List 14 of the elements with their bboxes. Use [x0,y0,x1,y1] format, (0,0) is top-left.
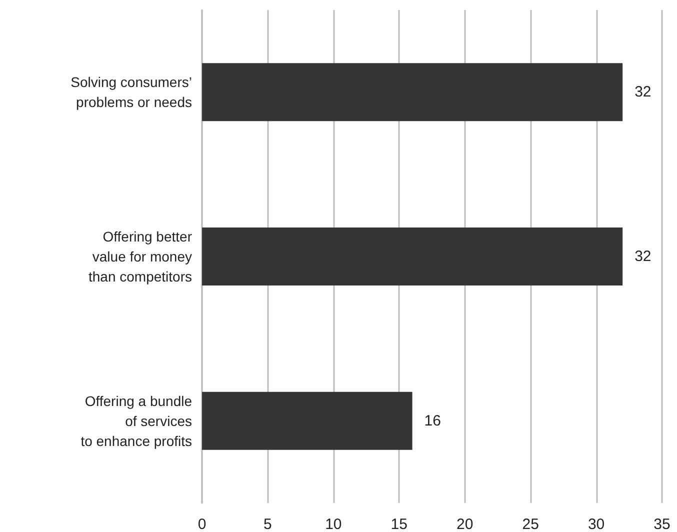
y-tick-label: Solving consumers’ problems or needs [70,74,192,110]
x-tick-label: 0 [198,516,206,532]
x-tick-label: 20 [456,516,474,532]
data-label: 32 [634,248,652,265]
x-tick-label: 5 [264,516,272,532]
y-tick-label: Offering better value for money than competitors [88,228,192,284]
y-tick-label: Offering a bundle of services to enhance profits [80,392,192,449]
x-tick-label: 25 [522,516,539,532]
x-tick-label: 15 [390,516,408,532]
data-label: 16 [424,412,441,430]
data-label: 32 [634,84,652,101]
x-tick-label: 35 [654,516,670,532]
x-tick-label: 30 [588,516,605,532]
x-tick-label: 10 [325,516,342,532]
